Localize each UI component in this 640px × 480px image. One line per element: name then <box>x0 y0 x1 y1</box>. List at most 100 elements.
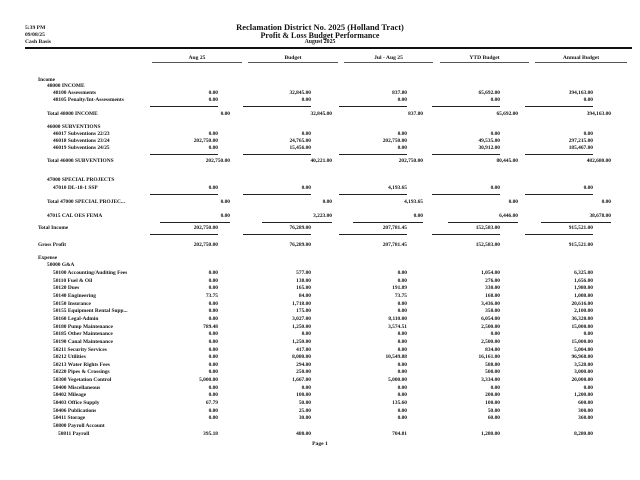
cell-jul-aug: 0.00 <box>397 97 407 103</box>
cell-budget: 1,250.00 <box>292 323 311 330</box>
cell-aug: 0.00 <box>208 315 218 322</box>
cell-annual-budget: 0.00 <box>583 185 593 191</box>
cell-ytd-budget: 2,500.00 <box>481 338 500 345</box>
cell-aug: 0.00 <box>208 285 218 292</box>
sum-underline <box>243 154 311 156</box>
cell-jul-aug: 0.00 <box>397 300 407 307</box>
sum-underline <box>160 222 230 224</box>
column-header-underline <box>152 62 242 63</box>
cell-aug: 202,750.00 <box>193 242 218 248</box>
cell-budget: 480.00 <box>296 430 311 437</box>
cell-budget: 0.00 <box>301 384 311 391</box>
cell-annual-budget: 482,680.00 <box>586 158 611 164</box>
row-label: 50212 Utilities <box>53 354 86 361</box>
cell-ytd-budget: 65,692.00 <box>478 90 500 96</box>
cell-annual-budget: 185,467.00 <box>568 145 593 151</box>
cell-aug: 0.00 <box>208 97 218 103</box>
cell-annual-budget: 600.00 <box>578 400 593 407</box>
sum-underline <box>432 106 500 108</box>
sum-underline <box>243 234 311 236</box>
row-label: 50190 Canal Maintenance <box>53 338 113 345</box>
cell-ytd-budget: 350.00 <box>485 308 500 315</box>
column-header-underline <box>535 62 627 63</box>
cell-jul-aug: 0.00 <box>397 361 407 368</box>
row-label: Expense <box>38 255 58 261</box>
cell-budget: 0.00 <box>301 331 311 338</box>
cell-budget: 24,765.00 <box>289 138 311 144</box>
cell-ytd-budget: 152,583.00 <box>475 225 500 231</box>
cell-budget: 175.00 <box>296 308 311 315</box>
column-header-underline <box>344 62 433 63</box>
cell-aug: 0.00 <box>208 384 218 391</box>
row-label: 50411 Storage <box>53 415 86 422</box>
cell-budget: 76,289.00 <box>289 225 311 231</box>
cell-annual-budget: 0.00 <box>583 331 593 338</box>
sum-underline <box>243 106 311 108</box>
page-number: Page 1 <box>312 441 328 447</box>
cell-aug: 0.00 <box>220 213 230 219</box>
column-header-underline <box>440 62 529 63</box>
cell-budget: 76,289.00 <box>289 242 311 248</box>
cell-aug: 789.48 <box>203 323 218 330</box>
cell-aug: 0.00 <box>208 415 218 422</box>
cell-jul-aug: 191.89 <box>392 285 407 292</box>
sum-underline <box>432 154 500 156</box>
cell-ytd-budget: 60.00 <box>487 415 500 422</box>
cell-ytd-budget: 3,436.00 <box>481 300 500 307</box>
cell-budget: 100.00 <box>296 392 311 399</box>
row-label: 50406 Publications <box>53 407 97 414</box>
cell-ytd-budget: 1,054.00 <box>481 270 500 276</box>
row-label: Total 48000 INCOME <box>47 111 98 117</box>
sum-underline <box>339 154 407 156</box>
row-label: 47015 CAL OES FEMA <box>47 213 103 219</box>
column-header: Annual Budget <box>562 55 600 61</box>
cell-jul-aug: 10,549.88 <box>385 354 407 361</box>
cell-ytd-budget: 168.00 <box>485 292 500 299</box>
cell-budget: 1,718.00 <box>292 300 311 307</box>
cell-budget: 0.00 <box>301 131 311 137</box>
sum-underline <box>150 234 218 236</box>
cell-ytd-budget: 0.00 <box>490 331 500 338</box>
cell-ytd-budget: 6,054.00 <box>481 315 500 322</box>
row-label: Total 46000 SUBVENTIONS <box>47 158 114 164</box>
cell-ytd-budget: 276.00 <box>485 277 500 284</box>
cell-jul-aug: 5,000.00 <box>388 377 407 384</box>
row-label: 50811 Payroll <box>58 430 90 437</box>
cell-ytd-budget: 30,912.00 <box>478 145 500 151</box>
row-label: 50403 Office Supply <box>53 400 100 407</box>
cell-aug: 0.00 <box>208 185 218 191</box>
cell-annual-budget: 915,521.00 <box>568 242 593 248</box>
column-header: Jul - Aug 25 <box>374 55 403 61</box>
cell-ytd-budget: 80,445.00 <box>496 158 518 164</box>
sum-underline <box>150 194 218 196</box>
cell-jul-aug: 0.00 <box>397 346 407 353</box>
sum-underline <box>150 106 218 108</box>
cell-jul-aug: 704.81 <box>392 430 407 437</box>
sum-underline <box>339 234 407 236</box>
cell-ytd-budget: 0.00 <box>490 131 500 137</box>
column-header-underline <box>248 62 338 63</box>
column-header: Aug 25 <box>188 55 206 61</box>
cell-jul-aug: 8,110.00 <box>388 315 407 322</box>
cell-annual-budget: 8,280.00 <box>574 430 593 437</box>
cell-annual-budget: 20,000.00 <box>571 377 593 384</box>
cell-budget: 32,845.00 <box>289 90 311 96</box>
cell-ytd-budget: 3,334.00 <box>481 377 500 384</box>
cell-annual-budget: 394,163.00 <box>586 111 611 117</box>
cell-jul-aug: 202,750.00 <box>398 158 423 164</box>
cell-ytd-budget: 0.00 <box>490 97 500 103</box>
row-label: Gross Profit <box>38 242 67 248</box>
cell-jul-aug: 4,193.65 <box>388 185 407 191</box>
sum-underline <box>525 106 593 108</box>
report-subtitle: Profit & Loss Budget Performance <box>260 31 380 40</box>
row-label: 50120 Dues <box>53 285 80 292</box>
cell-ytd-budget: 330.00 <box>485 285 500 292</box>
cell-jul-aug: 3,574.51 <box>388 323 407 330</box>
cell-jul-aug: 73.75 <box>394 292 407 299</box>
row-label: 50211 Security Services <box>53 346 107 353</box>
cell-annual-budget: 20,616.00 <box>571 300 593 307</box>
row-label: 46019 Subventions 24/25 <box>53 145 110 151</box>
cell-annual-budget: 6,325.00 <box>574 270 593 276</box>
cell-budget: 250.00 <box>296 369 311 376</box>
cell-budget: 15,456.00 <box>289 145 311 151</box>
